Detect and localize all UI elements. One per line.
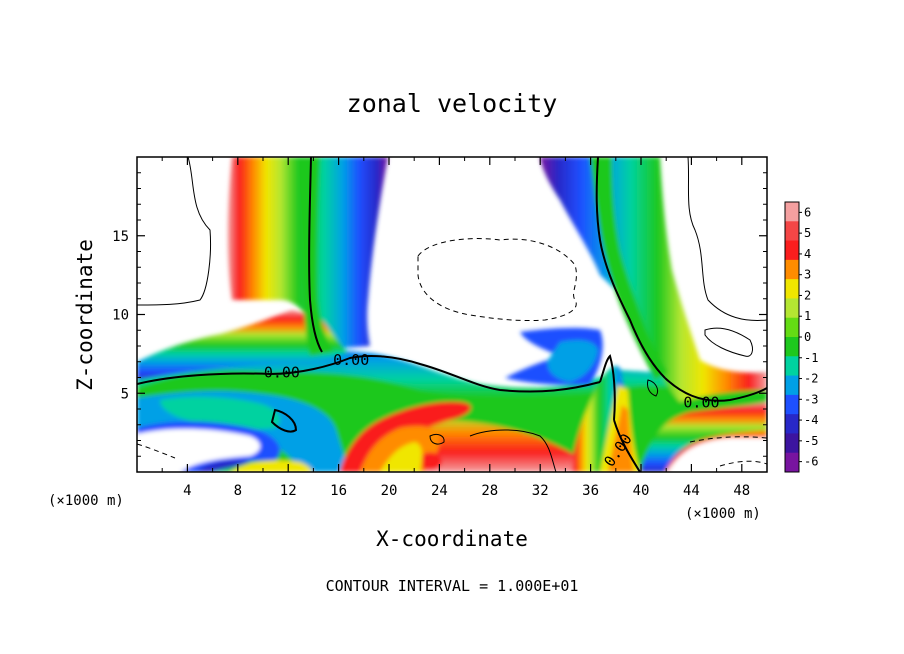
colorbar-swatch [785,279,799,299]
x-tick-label: 48 [733,483,750,499]
colorbar-label: 3 [804,268,811,282]
contour-label: 0.00 [264,364,300,382]
x-unit-right: (×1000 m) [685,506,761,522]
colorbar-label: 2 [804,288,811,302]
x-tick-label: 32 [532,483,549,499]
x-tick-label: 36 [582,483,599,499]
colorbar-swatch [785,394,799,415]
colorbar-label: 6 [804,205,811,219]
x-tick-label: 28 [481,483,498,499]
colorbar-swatch [785,433,799,454]
contour-label: 0.00 [683,393,719,411]
x-tick-label: 24 [431,483,448,499]
x-tick-label: 4 [183,483,191,499]
y-tick-label: 5 [121,386,129,402]
colorbar: 6 5 4 3 2 1 0 -1 -2 -3 -4 -5 -6 [784,201,818,473]
x-tick-label: 12 [280,483,297,499]
colorbar-swatch [785,298,799,319]
x-unit-left: (×1000 m) [48,493,124,509]
x-tick-label: 8 [234,483,242,499]
contour-lines [137,157,767,472]
color-field [137,157,767,472]
colorbar-swatch [785,414,799,434]
colorbar-swatch [785,356,799,377]
colorbar-label: -2 [804,372,818,386]
colorbar-label: 5 [804,226,811,240]
x-tick-label: 20 [381,483,398,499]
x-tick-label: 16 [330,483,347,499]
contour-interval-note: CONTOUR INTERVAL = 1.000E+01 [326,577,579,595]
colorbar-label: 0 [804,330,811,344]
colorbar-label: -5 [804,434,818,448]
colorbar-swatch [785,259,799,280]
colorbar-label: -4 [804,413,818,427]
x-axis-label: X-coordinate [376,527,528,551]
colorbar-swatch [785,240,799,261]
colorbar-swatch [785,452,799,473]
y-axis-label: Z-coordinate [73,239,97,391]
x-axis: 4 8 12 16 20 24 28 32 36 40 44 48 [161,157,750,499]
colorbar-label: 1 [804,309,811,323]
colorbar-swatch [785,317,799,338]
chart-title: zonal velocity [347,89,558,118]
colorbar-label: 4 [804,247,811,261]
colorbar-label: -6 [804,455,818,469]
colorbar-swatch [785,375,799,396]
x-tick-label: 44 [683,483,700,499]
colorbar-swatch [785,337,799,357]
x-tick-label: 40 [633,483,650,499]
colorbar-label: -3 [804,392,818,406]
contour-label: 0.00 [333,351,369,369]
y-axis: 5 10 15 [112,172,767,457]
y-tick-label: 10 [112,308,129,324]
colorbar-swatch [785,202,799,222]
colorbar-label: -1 [804,351,818,365]
y-tick-label: 15 [112,229,129,245]
colorbar-swatch [785,221,799,242]
